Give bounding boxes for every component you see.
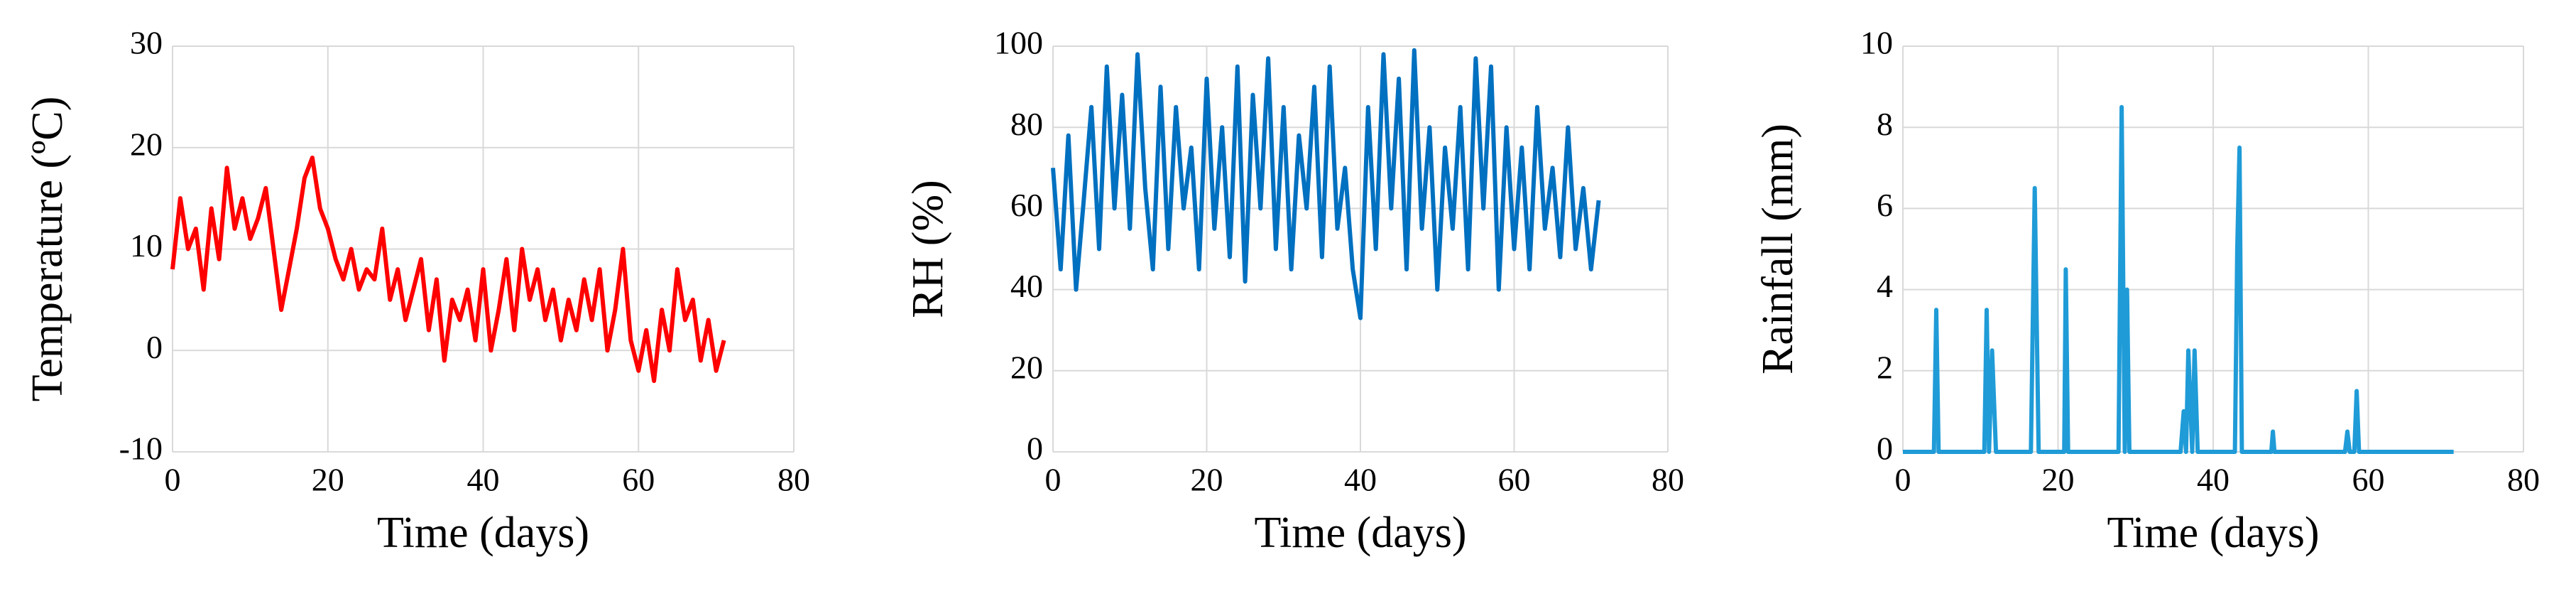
y-tick-label: 20 [130,126,163,162]
x-tick-label: 20 [2042,462,2075,498]
y-axis-title: Rainfall (mm) [1754,124,1802,374]
x-tick-label: 60 [1498,462,1531,498]
y-tick-label: 0 [1027,431,1043,467]
x-tick-label: 80 [2507,462,2540,498]
y-tick-label: 4 [1877,268,1893,304]
x-tick-label: 0 [1045,462,1061,498]
y-tick-label: 6 [1877,187,1893,223]
x-tick-label: 80 [777,462,810,498]
data-line [1051,48,1601,320]
y-tick-label: 80 [1010,106,1043,142]
y-tick-label: 10 [1860,25,1893,61]
y-tick-label: 8 [1877,106,1893,142]
y-tick-label: 2 [1877,349,1893,385]
y-tick-label: 40 [1010,268,1043,304]
y-tick-label: 100 [994,25,1043,61]
y-tick-label: 20 [1010,349,1043,385]
x-tick-label: 80 [1652,462,1684,498]
x-tick-label: 0 [1895,462,1911,498]
x-tick-label: 40 [2197,462,2230,498]
y-tick-label: 10 [130,227,163,264]
x-axis-title: Time (days) [2107,509,2319,557]
y-tick-label: 30 [130,25,163,61]
x-tick-label: 40 [467,462,500,498]
y-axis-title: RH (%) [904,180,952,318]
x-tick-label: 20 [312,462,344,498]
x-axis-title: Time (days) [377,509,589,557]
y-tick-label: -10 [119,431,163,467]
y-tick-label: 0 [146,329,163,365]
y-tick-label: 0 [1877,431,1893,467]
x-tick-label: 60 [2352,462,2385,498]
x-tick-label: 60 [622,462,655,498]
x-tick-label: 40 [1344,462,1377,498]
y-tick-label: 60 [1010,187,1043,223]
x-tick-label: 20 [1191,462,1223,498]
x-axis-title: Time (days) [1254,509,1466,557]
y-axis-title: Temperature (ºC) [23,97,72,402]
data-line [170,156,726,384]
data-line [1903,104,2454,454]
x-tick-label: 0 [165,462,181,498]
